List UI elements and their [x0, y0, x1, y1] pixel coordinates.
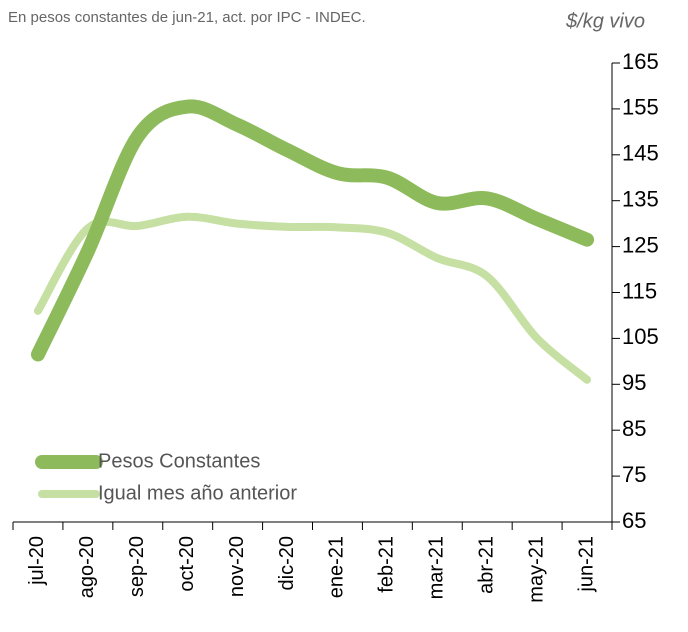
x-tick-label: jun-21 — [575, 536, 597, 593]
x-tick-label: oct-20 — [176, 536, 198, 592]
x-tick-label: ago-20 — [76, 536, 98, 598]
x-tick-label: abr-21 — [475, 536, 497, 594]
series-line — [33, 212, 592, 384]
x-tick-label: dic-20 — [276, 536, 298, 590]
x-tick-label: may-21 — [525, 536, 547, 603]
legend-label: Pesos Constantes — [98, 450, 260, 472]
y-tick-label: 145 — [622, 141, 659, 166]
series-line — [30, 99, 595, 362]
y-tick-label: 95 — [622, 370, 646, 395]
legend-label: Igual mes año anterior — [98, 482, 297, 504]
x-tick-label: nov-20 — [226, 536, 248, 597]
y-tick-label: 65 — [622, 508, 646, 533]
y-tick-label: 105 — [622, 324, 659, 349]
y-tick-label: 135 — [622, 187, 659, 212]
x-tick-label: mar-21 — [426, 536, 448, 599]
y-tick-label: 115 — [622, 278, 657, 303]
y-tick-label: 155 — [622, 95, 659, 120]
y-tick-label: 75 — [622, 462, 646, 487]
y-tick-label: 165 — [622, 49, 659, 74]
x-tick-label: ene-21 — [326, 536, 348, 598]
y-tick-label: 125 — [622, 232, 659, 257]
y-axis-label: $/kg vivo — [565, 10, 645, 32]
x-tick-label: sep-20 — [126, 536, 148, 597]
chart-subtitle: En pesos constantes de jun-21, act. por … — [8, 9, 366, 26]
y-tick-label: 85 — [622, 416, 646, 441]
x-tick-label: jul-20 — [26, 536, 48, 586]
x-tick-label: feb-21 — [376, 536, 398, 593]
